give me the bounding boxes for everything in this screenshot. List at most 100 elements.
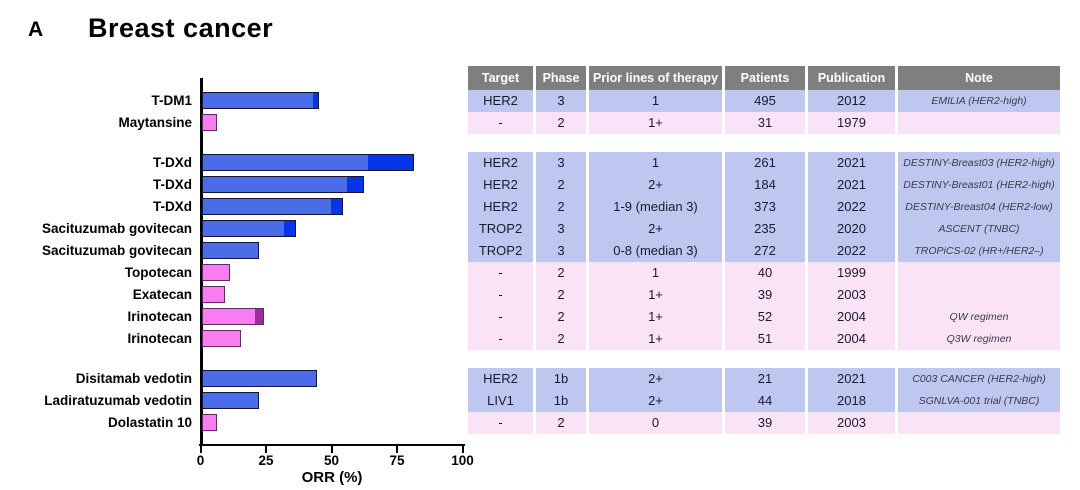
cell-note: DESTINY-Breast01 (HER2-high) — [898, 174, 1060, 196]
cell-phase: 3 — [536, 218, 586, 240]
cell-note: DESTINY-Breast03 (HER2-high) — [898, 152, 1060, 174]
cell-phase: 3 — [536, 90, 586, 112]
cell-phase: 1b — [536, 390, 586, 412]
cell-target: HER2 — [468, 196, 533, 218]
cell-target: - — [468, 306, 533, 328]
table-row: -2 1+ 51 2004 Q3W regimen — [468, 328, 1060, 350]
header-prior-lines: Prior lines of therapy — [589, 66, 722, 90]
cell-publication: 2020 — [808, 218, 895, 240]
cell-publication: 2022 — [808, 196, 895, 218]
cell-target: - — [468, 262, 533, 284]
cell-target: LIV1 — [468, 390, 533, 412]
table-row: -2 1+ 31 1979 — [468, 112, 1060, 134]
cell-patients: 31 — [725, 112, 805, 134]
orr-bar-chart: T-DM1 Maytansine T-DXd T-DXd T-DXd Sacituzuma… — [0, 0, 474, 490]
cell-patients: 373 — [725, 196, 805, 218]
cell-note: Q3W regimen — [898, 328, 1060, 350]
cell-patients: 21 — [725, 368, 805, 390]
cell-publication: 1999 — [808, 262, 895, 284]
cell-note: QW regimen — [898, 306, 1060, 328]
cell-publication: 2003 — [808, 412, 895, 434]
x-axis-tick — [199, 446, 202, 453]
cell-target: HER2 — [468, 368, 533, 390]
bar-label: Irinotecan — [127, 309, 192, 324]
x-axis-tick — [330, 446, 333, 453]
cell-patients: 261 — [725, 152, 805, 174]
cell-prior: 1 — [589, 90, 722, 112]
orr-bar — [202, 92, 320, 109]
table-row: HER2 1b 2+ 21 2021 C003 CANCER (HER2-high) — [468, 368, 1060, 390]
bar-label: Sacituzumab govitecan — [41, 221, 192, 236]
cell-note — [898, 412, 1060, 434]
cell-phase: 2 — [536, 328, 586, 350]
cell-patients: 272 — [725, 240, 805, 262]
cell-publication: 2004 — [808, 306, 895, 328]
bar-label: T-DM1 — [151, 93, 193, 108]
bar-label: Irinotecan — [127, 331, 192, 346]
cell-phase: 3 — [536, 240, 586, 262]
table-row: -2 1 40 1999 — [468, 262, 1060, 284]
orr-bar — [202, 114, 218, 131]
orr-bar-dark-tip — [284, 221, 295, 236]
x-axis-tick — [396, 446, 398, 453]
orr-bar — [202, 198, 343, 215]
cell-note: C003 CANCER (HER2-high) — [898, 368, 1060, 390]
clinical-trials-table: Target Phase Prior lines of therapy Pati… — [468, 0, 1060, 490]
header-publication: Publication — [808, 66, 895, 90]
cell-prior: 2+ — [589, 174, 722, 196]
cell-phase: 2 — [536, 196, 586, 218]
cell-publication: 1979 — [808, 112, 895, 134]
cell-note — [898, 112, 1060, 134]
orr-bar — [202, 392, 260, 409]
cell-note: TROPiCS-02 (HR+/HER2–) — [898, 240, 1060, 262]
cell-prior: 2+ — [589, 368, 722, 390]
cell-phase: 2 — [536, 284, 586, 306]
cell-phase: 2 — [536, 306, 586, 328]
x-axis-tick-label: 0 — [196, 453, 205, 468]
cell-note: EMILIA (HER2-high) — [898, 90, 1060, 112]
cell-phase: 1b — [536, 368, 586, 390]
cell-phase: 2 — [536, 262, 586, 284]
cell-phase: 3 — [536, 152, 586, 174]
cell-phase: 2 — [536, 174, 586, 196]
orr-bar — [202, 176, 364, 193]
cell-publication: 2004 — [808, 328, 895, 350]
cell-patients: 184 — [725, 174, 805, 196]
orr-bar — [202, 308, 265, 325]
table-row: -2 1+ 39 2003 — [468, 284, 1060, 306]
table-row: -2 1+ 52 2004 QW regimen — [468, 306, 1060, 328]
bar-label: Exatecan — [132, 287, 192, 302]
bar-label: Topotecan — [124, 265, 192, 280]
table-row: HER2 2 2+ 184 2021 DESTINY-Breast01 (HER2-hig… — [468, 174, 1060, 196]
cell-target: - — [468, 284, 533, 306]
cell-target: - — [468, 328, 533, 350]
cell-prior: 1-9 (median 3) — [589, 196, 722, 218]
table-row: HER2 3 1 261 2021 DESTINY-Breast03 (HER2-high… — [468, 152, 1060, 174]
panel-letter: A — [28, 18, 44, 41]
table-row: HER2 3 1 495 2012 EMILIA (HER2-high) — [468, 90, 1060, 112]
x-axis-tick-label: 50 — [323, 453, 340, 468]
cell-prior: 0 — [589, 412, 722, 434]
cell-publication: 2021 — [808, 174, 895, 196]
table-row: -2 0 39 2003 — [468, 412, 1060, 434]
bar-label: Sacituzumab govitecan — [41, 243, 192, 258]
cell-publication: 2003 — [808, 284, 895, 306]
cell-publication: 2021 — [808, 368, 895, 390]
cell-patients: 39 — [725, 412, 805, 434]
bar-label: Disitamab vedotin — [75, 371, 192, 386]
cell-prior: 1+ — [589, 328, 722, 350]
cell-patients: 44 — [725, 390, 805, 412]
cell-publication: 2021 — [808, 152, 895, 174]
table-row: LIV1 1b 2+ 44 2018 SGNLVA-001 trial (TNBC) — [468, 390, 1060, 412]
cell-publication: 2012 — [808, 90, 895, 112]
x-axis-line — [199, 443, 465, 446]
cell-note: DESTINY-Breast04 (HER2-low) — [898, 196, 1060, 218]
cell-note: SGNLVA-001 trial (TNBC) — [898, 390, 1060, 412]
orr-bar — [202, 370, 317, 387]
cell-prior: 1+ — [589, 284, 722, 306]
cell-target: HER2 — [468, 90, 533, 112]
header-note: Note — [898, 66, 1060, 90]
cell-prior: 1+ — [589, 112, 722, 134]
x-axis-tick — [265, 446, 267, 453]
